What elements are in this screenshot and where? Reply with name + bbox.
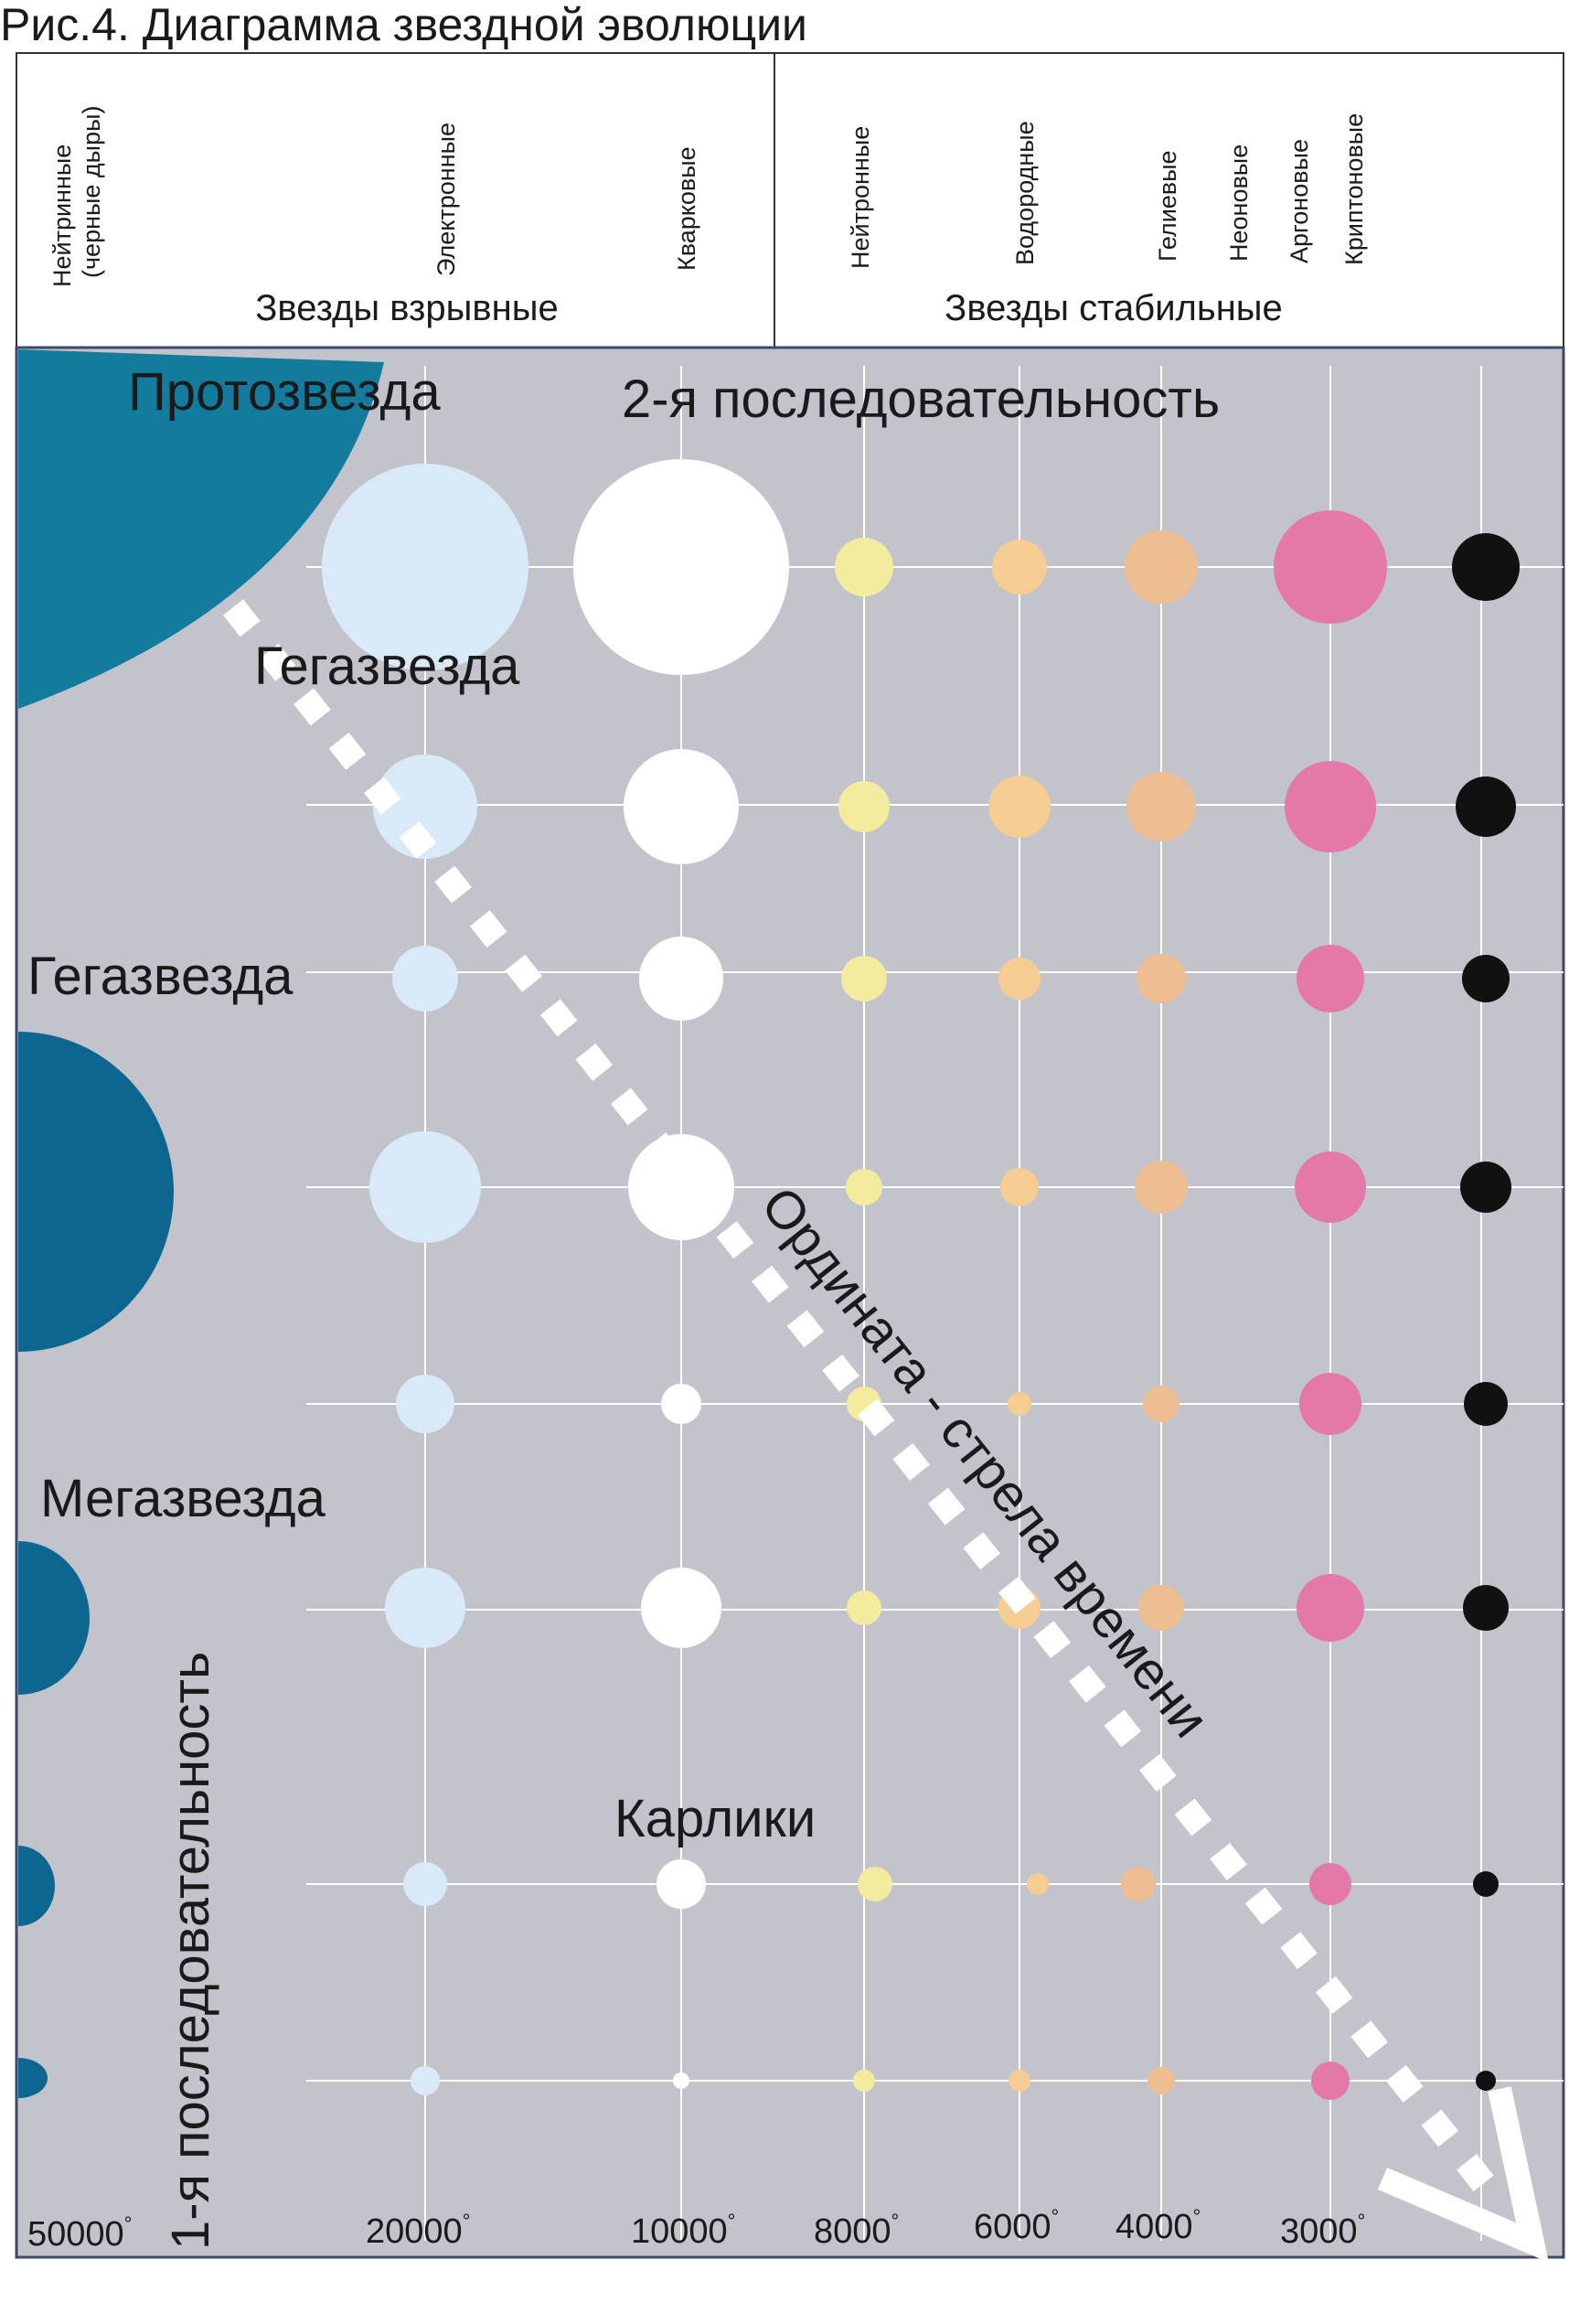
star-argon-row8	[1311, 2062, 1350, 2100]
star-argon-row1	[1274, 510, 1387, 624]
star-hydrogen-row3	[998, 958, 1041, 1000]
star-quark-row2	[624, 749, 739, 864]
star-neutron-row8	[853, 2070, 875, 2092]
star-electron-row1	[322, 464, 528, 670]
temperature-label-4000: 4000°	[1115, 2205, 1201, 2246]
star-neutron-row4	[846, 1169, 882, 1205]
temperature-label-50000: 50000°	[27, 2212, 132, 2254]
star-electron-row2	[373, 755, 477, 859]
star-helium-row4	[1135, 1161, 1188, 1214]
time-arrow-head	[1377, 2086, 1549, 2263]
degree-mark: °	[728, 2210, 736, 2233]
star-electron-row5	[396, 1375, 454, 1433]
star-hydrogen-row4	[1000, 1168, 1039, 1206]
star-hydrogen-row5	[1008, 1392, 1031, 1416]
temperature-label-10000: 10000°	[631, 2210, 735, 2251]
star-hydrogen-row7	[1027, 1873, 1049, 1895]
star-helium-row5	[1143, 1386, 1179, 1422]
label-first-sequence: 1-я последовательность	[161, 1652, 220, 2250]
star-electron-row8	[411, 2066, 440, 2095]
star-electron-row4	[369, 1131, 481, 1243]
label-megastar: Мегазвезда	[40, 1469, 326, 1528]
type-label-hydrogen: Водородные	[1011, 121, 1039, 265]
star-electron-row3	[392, 946, 458, 1012]
star-helium-row1	[1125, 530, 1198, 604]
dwarf-left-shape-small	[18, 2058, 48, 2098]
star-argon-row7	[1309, 1863, 1351, 1905]
star-helium-row2	[1126, 772, 1196, 841]
star-quark-row6	[641, 1568, 721, 1648]
star-hydrogen-row2	[988, 776, 1051, 838]
chart-background	[15, 346, 1565, 2259]
star-helium-row8	[1147, 2067, 1175, 2094]
star-krypton-row2	[1456, 776, 1516, 837]
star-krypton-row8	[1476, 2071, 1496, 2091]
degree-mark: °	[463, 2210, 471, 2233]
star-neutron-row3	[841, 956, 887, 1001]
type-label-neutrino: Нейтринные	[48, 145, 76, 287]
type-label-electron: Электронные	[432, 123, 460, 276]
temperature-axis: 50000° 20000° 10000° 8000° 6000° 4000° 3000°	[27, 2205, 1365, 2254]
star-neutron-row2	[838, 781, 890, 832]
protostar-shape	[18, 349, 384, 709]
star-quark-row7	[656, 1859, 706, 1909]
type-label-helium: Гелиевые	[1154, 150, 1181, 262]
temperature-label-3000: 3000°	[1280, 2210, 1365, 2251]
star-helium-row3	[1137, 954, 1186, 1003]
type-label-quark: Кварковые	[673, 146, 700, 271]
label-gegastar-2: Гегазвезда	[27, 947, 294, 1006]
temperature-label-6000: 6000°	[974, 2205, 1059, 2246]
star-neutron-row1	[835, 538, 893, 596]
star-argon-row4	[1295, 1151, 1366, 1223]
header-frame	[16, 52, 1564, 348]
type-label-argon: Аргоновые	[1286, 139, 1313, 263]
type-label-neutron: Нейтронные	[847, 126, 874, 269]
star-argon-row3	[1297, 945, 1364, 1012]
degree-mark: °	[1051, 2205, 1060, 2228]
star-electron-row7	[403, 1862, 447, 1906]
star-quark-row5	[661, 1384, 701, 1424]
type-label-neon: Неоновые	[1225, 145, 1253, 262]
star-neutron-row7	[858, 1867, 892, 1901]
star-argon-row5	[1299, 1373, 1361, 1435]
degree-mark: °	[1193, 2205, 1201, 2228]
type-label-krypton: Криптоновые	[1340, 113, 1368, 265]
type-label-neutrino-sub: (черные дыры)	[78, 106, 105, 279]
star-krypton-row7	[1473, 1871, 1499, 1897]
label-dwarfs: Карлики	[614, 1789, 816, 1848]
gegastar-left-shape	[18, 1032, 174, 1352]
star-quark-row8	[673, 2072, 689, 2089]
label-second-sequence: 2-я последовательность	[622, 369, 1220, 429]
star-neutron-row6	[847, 1590, 881, 1625]
star-krypton-row1	[1452, 533, 1520, 601]
star-electron-row6	[385, 1568, 465, 1648]
star-quark-row1	[573, 459, 789, 675]
star-hydrogen-row1	[992, 540, 1047, 594]
star-argon-row6	[1297, 1574, 1364, 1642]
temperature-label-20000: 20000°	[366, 2210, 470, 2251]
figure-title: Рис.4. Диаграмма звездной эволюции	[0, 0, 807, 50]
star-helium-row6	[1138, 1585, 1184, 1631]
megastar-left-shape	[18, 1541, 90, 1695]
star-krypton-row4	[1460, 1162, 1511, 1213]
star-helium-row7	[1121, 1867, 1156, 1901]
dwarf-left-shape-large	[18, 1846, 55, 1926]
degree-mark: °	[891, 2210, 900, 2233]
star-circles	[322, 459, 1520, 2100]
label-protostar: Протозвезда	[128, 362, 441, 422]
temperature-label-8000: 8000°	[814, 2210, 899, 2251]
degree-mark: °	[1358, 2210, 1366, 2233]
label-gegastar-1: Гегазвезда	[254, 637, 520, 696]
star-quark-row3	[639, 937, 723, 1021]
star-krypton-row5	[1464, 1382, 1508, 1426]
star-quark-row4	[628, 1134, 734, 1240]
star-krypton-row3	[1462, 955, 1510, 1002]
degree-mark: °	[124, 2212, 133, 2235]
star-hydrogen-row8	[1009, 2070, 1030, 2092]
group-label-explosive: Звезды взрывные	[255, 288, 558, 328]
group-label-stable: Звезды стабильные	[945, 288, 1283, 328]
star-argon-row2	[1285, 761, 1376, 852]
star-krypton-row6	[1463, 1585, 1509, 1631]
